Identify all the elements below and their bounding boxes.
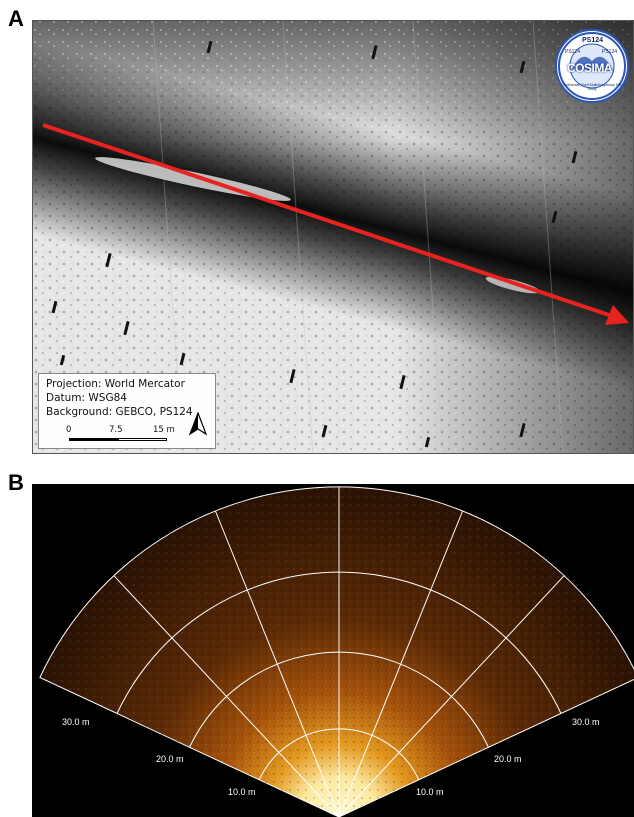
range-label-20-left: 20.0 m <box>156 754 184 764</box>
ps124-cosima-logo: PS124 PS124 PS124 COSIMA Continental She… <box>555 29 629 103</box>
bearing-line-1 <box>113 575 340 817</box>
logo-graphic <box>558 32 626 100</box>
range-label-30-left: 30.0 m <box>62 717 90 727</box>
panel-a-letter: A <box>8 6 24 31</box>
range-label-20-right: 20.0 m <box>494 754 522 764</box>
sonar-fan <box>39 486 634 817</box>
range-label-30-right: 30.0 m <box>572 717 600 727</box>
scale-tick-15: 15 m <box>153 425 175 435</box>
logo-ring-text: Continental Shelf Multidisciplinary Flux… <box>561 83 623 91</box>
logo-left-text: PS124 <box>565 49 581 55</box>
logo-main-text: COSIMA <box>567 61 613 75</box>
scale-tick-0: 0 <box>66 425 72 435</box>
forward-looking-sonar-image: 10.0 m 20.0 m 30.0 m 10.0 m 20.0 m 30.0 … <box>32 484 634 817</box>
legend-datum: Datum: WSG84 <box>46 392 127 404</box>
scale-tick-7-5: 7.5 <box>109 425 123 435</box>
logo-right-text: PS124 <box>602 49 618 55</box>
scale-bar <box>69 438 167 441</box>
north-arrow-icon <box>189 412 207 436</box>
logo-top-text: PS124 <box>582 37 604 44</box>
track-arrow-line <box>42 123 616 319</box>
bearing-line-5 <box>338 575 565 817</box>
legend-projection: Projection: World Mercator <box>46 378 185 390</box>
track-arrow-head <box>605 305 629 325</box>
bearing-line-4 <box>338 510 464 817</box>
range-label-10-left: 10.0 m <box>228 787 256 797</box>
legend-background: Background: GEBCO, PS124 <box>46 406 193 418</box>
map-legend: Projection: World Mercator Datum: WSG84 … <box>38 373 216 449</box>
panel-b-letter: B <box>8 470 24 495</box>
range-label-10-right: 10.0 m <box>416 787 444 797</box>
bearing-line-2 <box>214 510 340 817</box>
sonar-mosaic <box>33 21 633 453</box>
sidescan-sonar-image: PS124 PS124 PS124 COSIMA Continental She… <box>32 20 634 454</box>
